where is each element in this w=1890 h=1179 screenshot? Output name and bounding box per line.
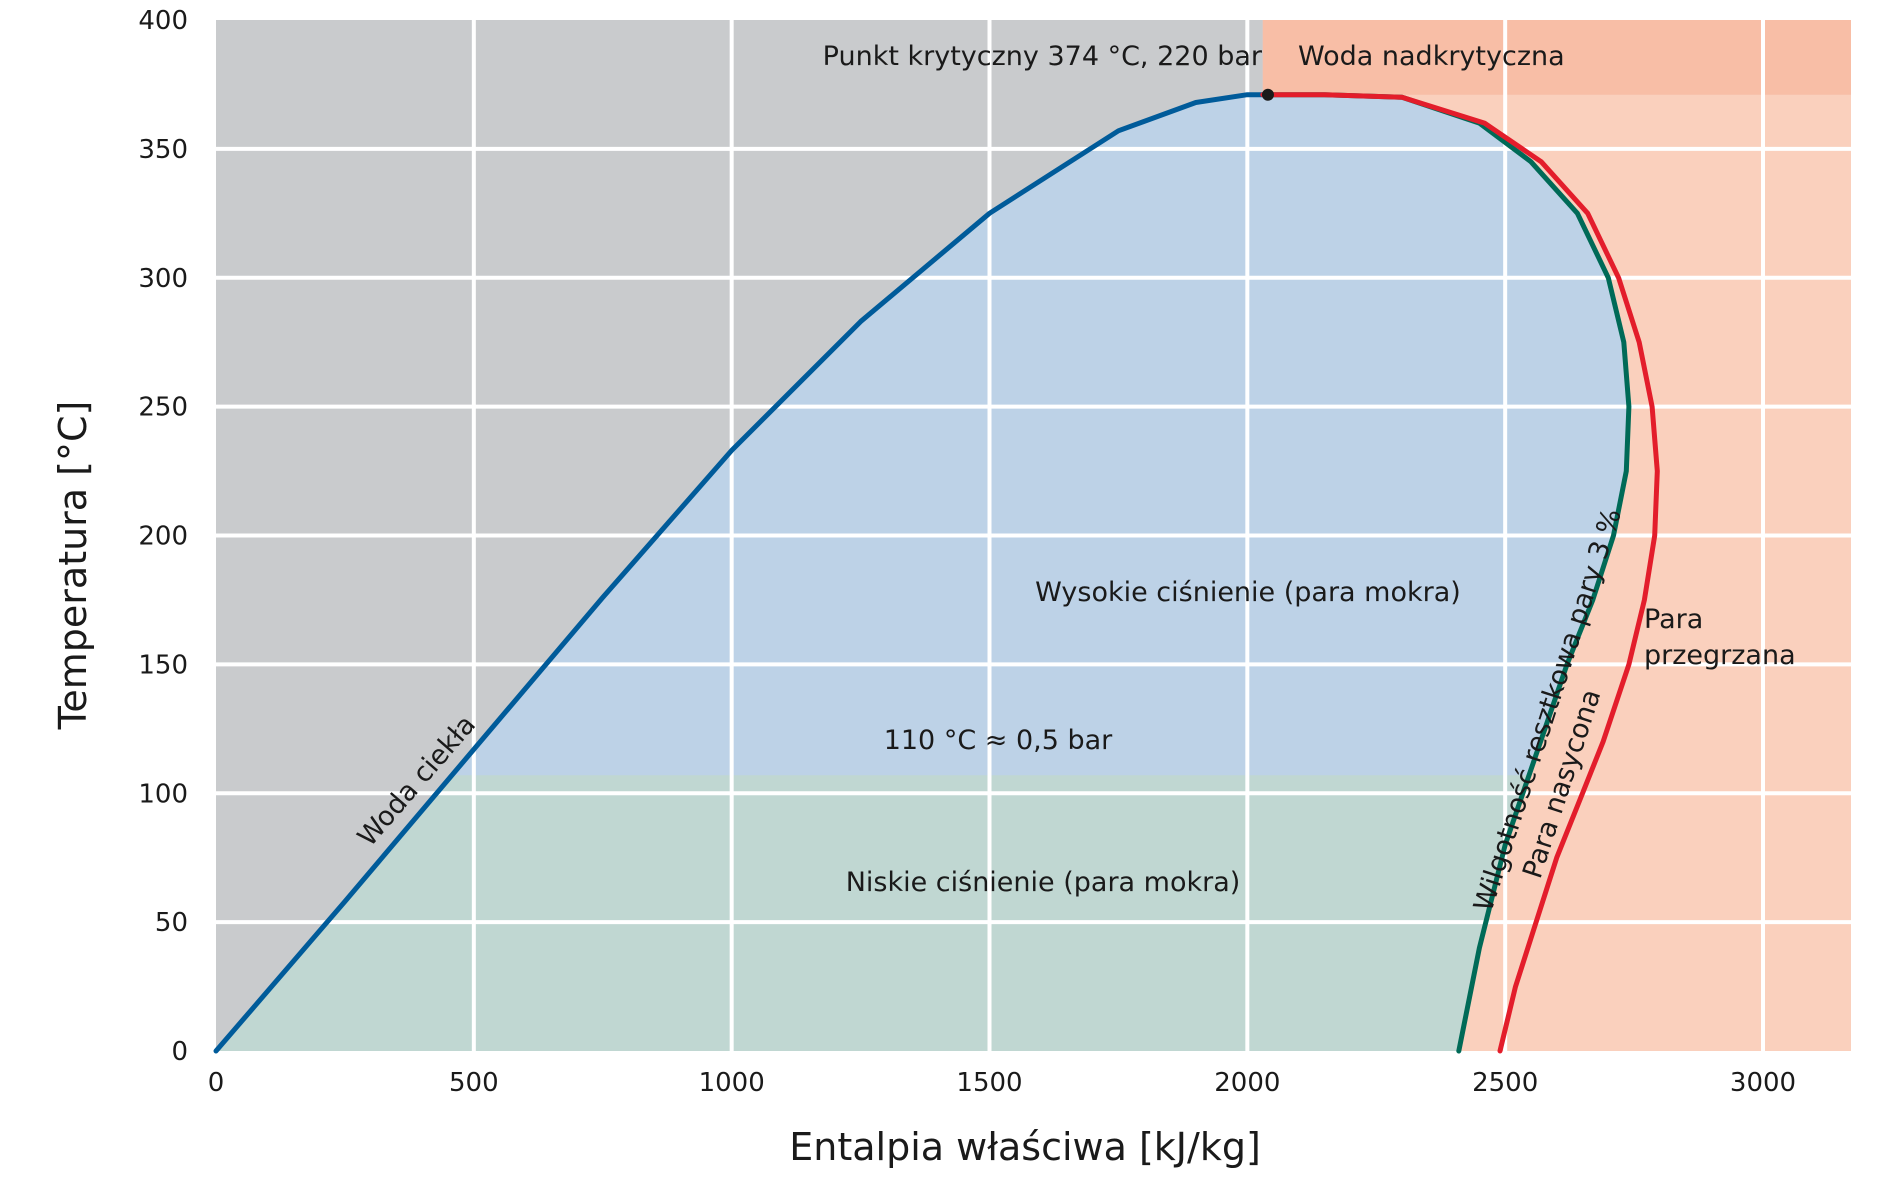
x-tick-label-3000: 3000: [1730, 1068, 1796, 1098]
y-tick-label-250: 250: [138, 393, 188, 423]
annotation-critical-point: Punkt krytyczny 374 °C, 220 bar: [823, 41, 1263, 72]
liquid-water-line: [213, 92, 1266, 1054]
annotation-high-pressure: Wysokie ciśnienie (para mokra): [1035, 577, 1461, 608]
annotation-boundary: 110 °C ≈ 0,5 bar: [884, 725, 1113, 756]
y-tick-label-150: 150: [138, 650, 188, 680]
x-tick-label-500: 500: [449, 1068, 499, 1098]
x-axis-title: Entalpia właściwa [kJ/kg]: [789, 1125, 1261, 1169]
x-tick-label-0: 0: [208, 1068, 225, 1098]
region-supercritical: [1262, 20, 1851, 95]
critical-point-marker: [1261, 88, 1274, 101]
y-tick-label-100: 100: [138, 779, 188, 809]
y-tick-label-50: 50: [155, 908, 188, 938]
annotation-superheated-line2: przegrzana: [1644, 640, 1796, 671]
saturated-steam-line: [1260, 92, 1660, 1054]
x-tick-label-2000: 2000: [1214, 1068, 1280, 1098]
annotation-low-pressure: Niskie ciśnienie (para mokra): [846, 867, 1241, 898]
y-tick-label-200: 200: [138, 522, 188, 552]
x-tick-label-1000: 1000: [699, 1068, 765, 1098]
y-tick-label-400: 400: [138, 6, 188, 36]
y-tick-label-350: 350: [138, 135, 188, 165]
x-tick-label-1500: 1500: [956, 1068, 1022, 1098]
annotation-supercritical: Woda nadkrytyczna: [1298, 41, 1565, 72]
annotation-superheated-line1: Para: [1644, 604, 1703, 635]
region-wet-low-pressure: [216, 775, 1530, 1051]
y-axis-title: Temperatura [°C]: [51, 401, 95, 731]
x-tick-label-2500: 2500: [1472, 1068, 1538, 1098]
y-tick-label-0: 0: [171, 1037, 188, 1067]
region-moisture-band: [1262, 94, 1658, 1051]
y-tick-label-300: 300: [138, 264, 188, 294]
